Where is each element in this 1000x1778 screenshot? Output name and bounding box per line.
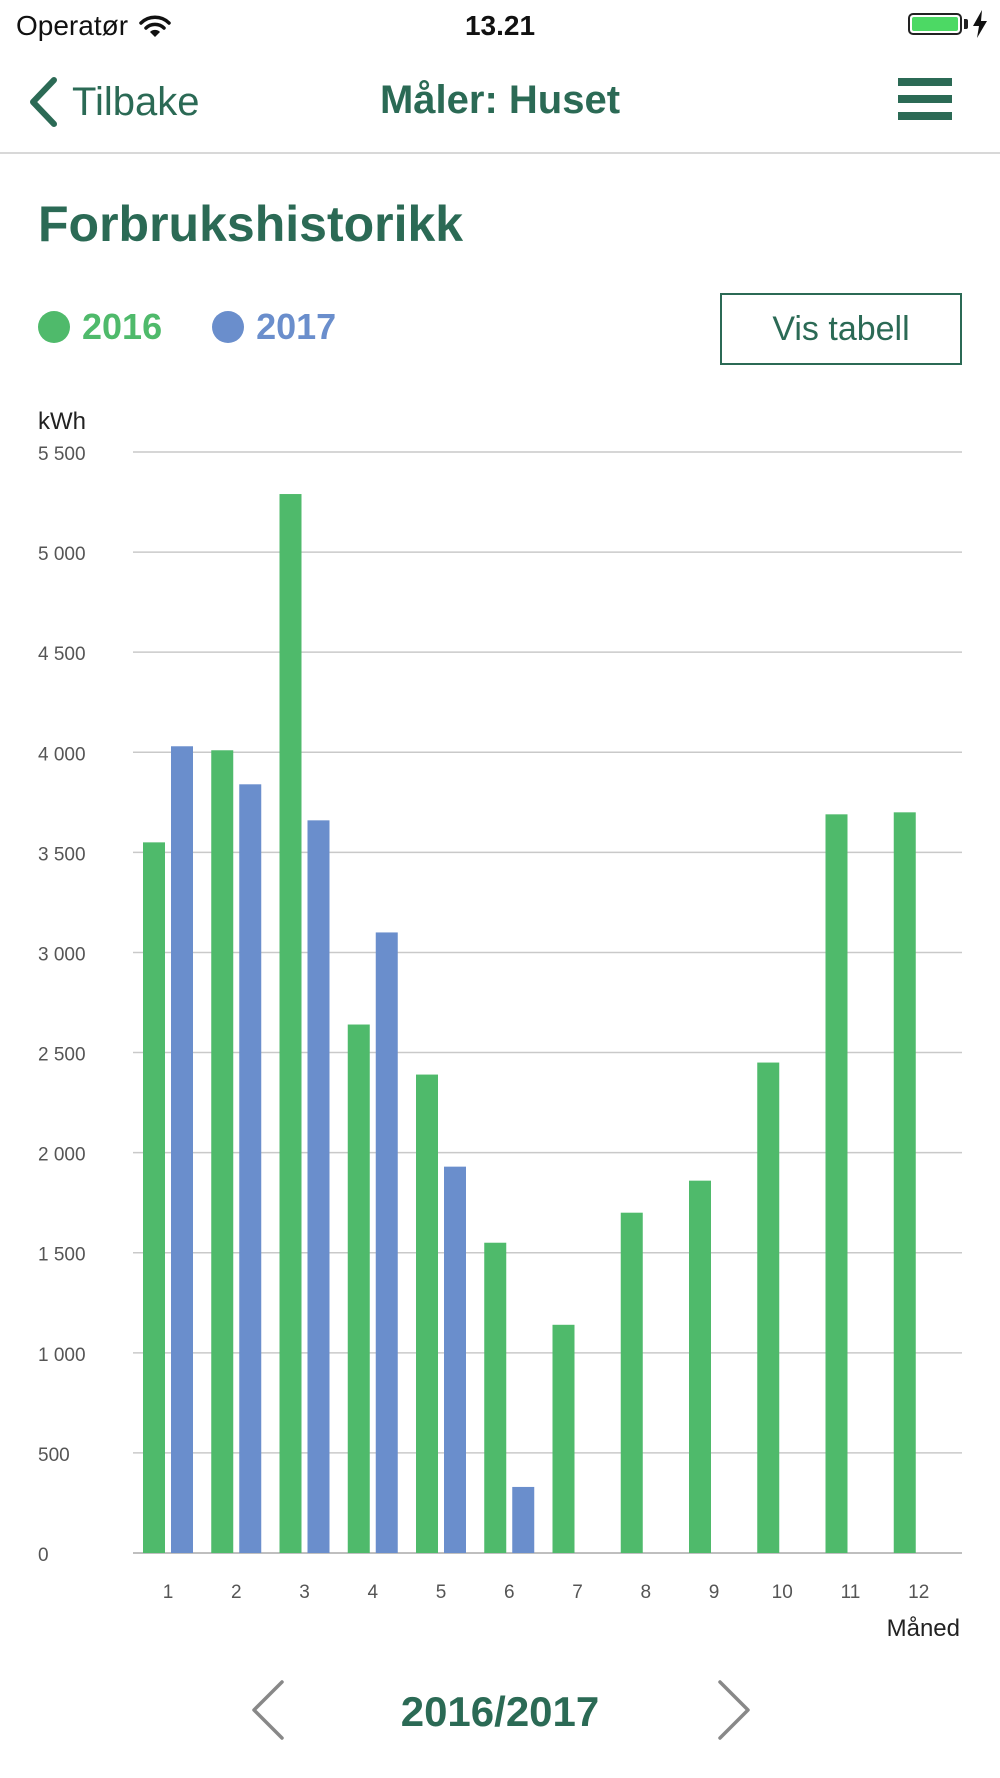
period-label: 2016/2017 xyxy=(400,1688,600,1735)
y-tick-label: 0 xyxy=(38,1545,49,1566)
clock: 13.21 xyxy=(464,10,536,41)
chart-legend: 2016 2017 xyxy=(38,306,386,348)
x-tick-label: 12 xyxy=(908,1582,929,1603)
x-tick-label: 7 xyxy=(572,1582,583,1603)
x-tick-label: 2 xyxy=(231,1582,242,1603)
legend-label-2016: 2016 xyxy=(82,306,163,347)
bar-2017-2 xyxy=(239,784,262,1553)
y-tick-label: 500 xyxy=(38,1445,70,1466)
nav-bar: Tilbake Måler: Huset xyxy=(0,50,1000,154)
bar-2017-3 xyxy=(307,820,330,1553)
bar-2016-5 xyxy=(416,1074,438,1553)
bar-2016-11 xyxy=(825,814,848,1553)
legend-item-2016: 2016 xyxy=(38,306,162,348)
back-label: Tilbake xyxy=(72,79,200,124)
bar-2016-1 xyxy=(143,842,165,1553)
bar-2017-1 xyxy=(171,746,193,1553)
y-axis-title: kWh xyxy=(38,408,86,435)
x-tick-label: 8 xyxy=(640,1582,651,1603)
bar-2016-6 xyxy=(484,1242,507,1553)
battery-icon xyxy=(908,13,962,35)
page-title: Forbrukshistorikk xyxy=(38,196,464,252)
y-tick-label: 5 000 xyxy=(38,544,86,565)
legend-item-2017: 2017 xyxy=(212,306,336,348)
x-tick-label: 3 xyxy=(299,1582,310,1603)
y-tick-label: 2 000 xyxy=(38,1145,86,1166)
y-tick-label: 1 500 xyxy=(38,1245,86,1266)
legend-dot-2016 xyxy=(38,311,70,343)
wifi-icon xyxy=(139,15,171,37)
chevron-right-icon[interactable] xyxy=(714,1678,754,1742)
x-tick-label: 10 xyxy=(772,1582,793,1603)
battery-cap xyxy=(964,19,968,29)
bars xyxy=(143,494,916,1553)
x-tick-label: 6 xyxy=(504,1582,515,1603)
bar-2017-4 xyxy=(375,932,398,1553)
status-bar: Operatør 13.21 xyxy=(0,0,1000,50)
carrier: Operatør xyxy=(16,10,172,42)
hamburger-menu-icon[interactable] xyxy=(898,76,952,122)
x-tick-label: 11 xyxy=(841,1582,861,1603)
bar-2016-2 xyxy=(211,750,234,1553)
legend-label-2017: 2017 xyxy=(256,306,337,347)
grid-lines xyxy=(133,451,962,1554)
y-tick-label: 2 500 xyxy=(38,1045,86,1066)
show-table-button[interactable]: Vis tabell xyxy=(720,293,962,365)
bar-2016-7 xyxy=(552,1324,575,1553)
y-tick-label: 5 500 xyxy=(38,444,86,465)
carrier-label: Operatør xyxy=(16,10,129,41)
bar-2017-5 xyxy=(444,1166,466,1553)
x-tick-label: 9 xyxy=(709,1582,720,1603)
consumption-bar-chart: kWh Måned 0 500 1 000 1 500 2 000 2 500 3 000 3… xyxy=(38,408,962,1642)
x-axis-title: Måned xyxy=(887,1615,960,1642)
bar-2016-12 xyxy=(893,812,916,1553)
y-tick-label: 3 500 xyxy=(38,844,86,865)
x-tick-label: 4 xyxy=(367,1582,378,1603)
x-tick-label: 5 xyxy=(436,1582,447,1603)
bar-2017-6 xyxy=(512,1486,535,1553)
x-tick-label: 1 xyxy=(163,1582,174,1603)
bar-2016-9 xyxy=(689,1180,711,1553)
bar-2016-3 xyxy=(279,494,302,1553)
legend-dot-2017 xyxy=(212,311,245,343)
chevron-left-icon xyxy=(30,77,57,127)
y-tick-label: 4 000 xyxy=(38,744,86,765)
y-tick-label: 4 500 xyxy=(38,644,86,665)
y-tick-label: 3 000 xyxy=(38,944,86,965)
bar-2016-8 xyxy=(620,1212,643,1553)
y-tick-labels: 0 500 1 000 1 500 2 000 2 500 3 000 3 500 4 000 4… xyxy=(38,444,86,1566)
bar-2016-4 xyxy=(347,1024,370,1553)
x-tick-labels: 1 2 3 4 5 6 7 8 9 10 11 12 xyxy=(163,1582,930,1603)
back-button[interactable]: Tilbake xyxy=(28,76,199,128)
charging-bolt-icon xyxy=(973,10,987,38)
chevron-left-icon[interactable] xyxy=(248,1678,288,1742)
period-pager: 2016/2017 xyxy=(0,1670,1000,1750)
y-tick-label: 1 000 xyxy=(38,1345,86,1366)
bar-2016-10 xyxy=(757,1062,780,1553)
